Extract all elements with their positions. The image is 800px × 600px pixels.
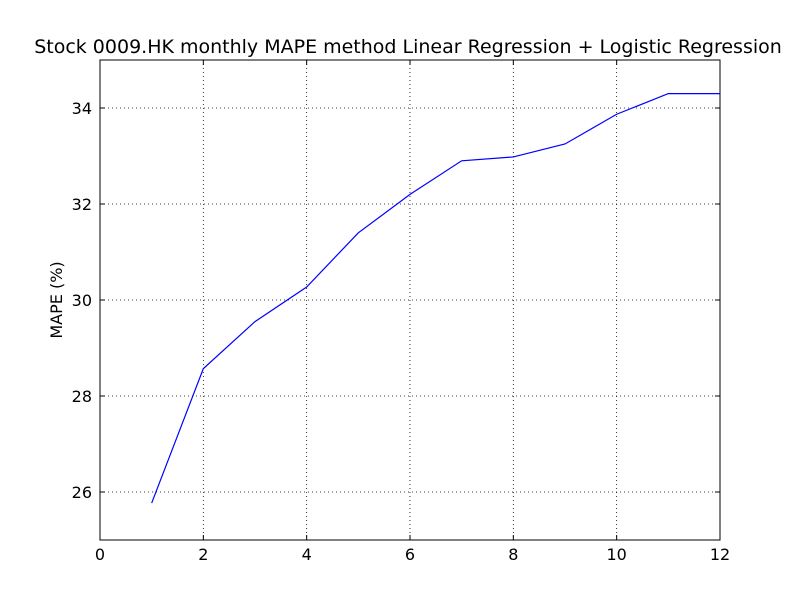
x-tick-label: 6 [405,545,415,564]
y-axis-label: MAPE (%) [47,261,66,338]
series-line [151,92,720,504]
x-tick-label: 4 [302,545,312,564]
chart-title: Stock 0009.HK monthly MAPE method Linear… [34,36,782,58]
y-tick-label: 28 [72,387,92,406]
y-tick-label: 32 [72,195,92,214]
ticks: 0 2 4 6 8 10 12 26 28 30 32 34 [72,60,730,564]
x-tick-label: 12 [710,545,730,564]
y-tick-label: 34 [72,99,92,118]
y-tick-label: 26 [72,483,92,502]
x-tick-label: 0 [95,545,105,564]
x-tick-label: 8 [508,545,518,564]
x-tick-label: 2 [198,545,208,564]
x-tick-label: 10 [606,545,626,564]
y-tick-label: 30 [72,291,92,310]
series-layer [151,92,720,504]
